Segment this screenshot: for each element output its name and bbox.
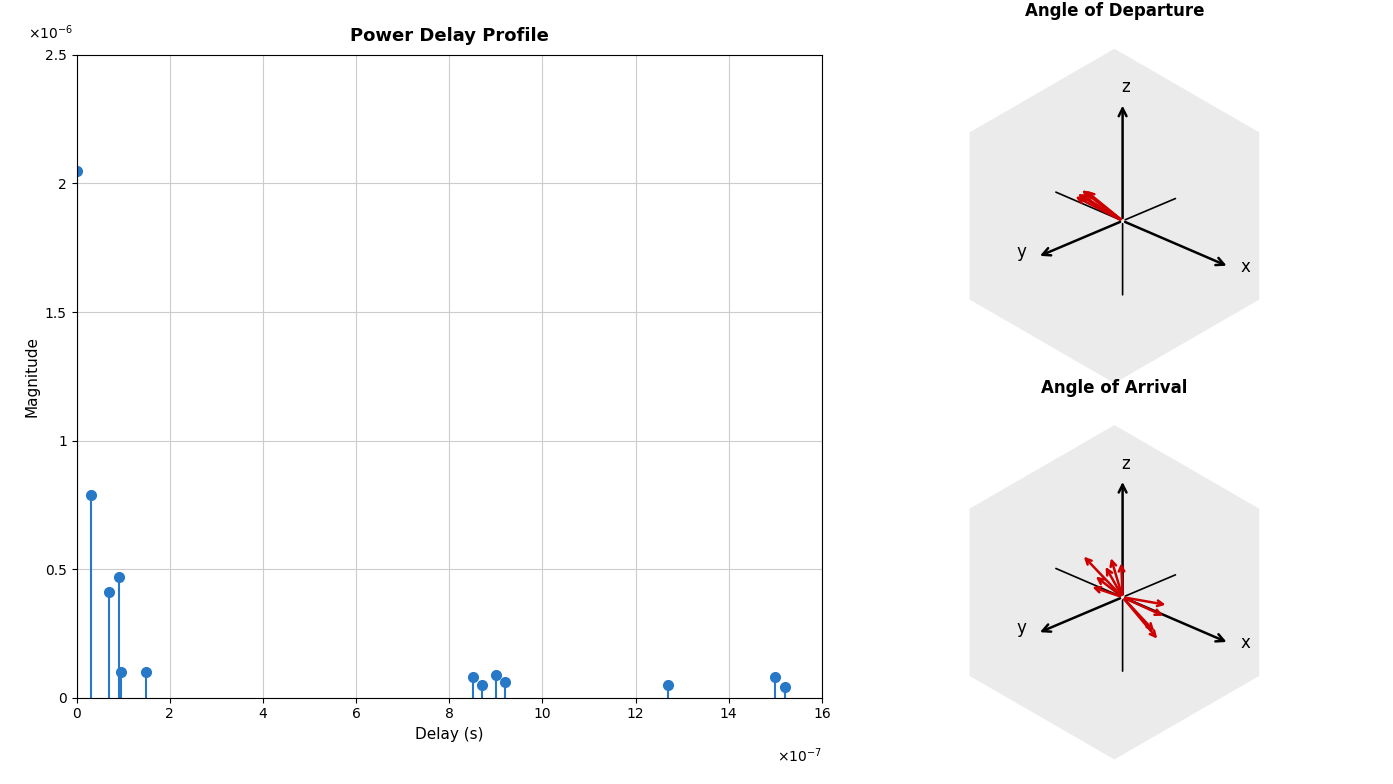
Polygon shape xyxy=(970,49,1259,383)
Text: $\times10^{-6}$: $\times10^{-6}$ xyxy=(28,24,72,42)
Text: y: y xyxy=(1015,243,1025,261)
Polygon shape xyxy=(970,425,1259,760)
Title: Angle of Arrival: Angle of Arrival xyxy=(1041,379,1188,397)
Text: $\times10^{-7}$: $\times10^{-7}$ xyxy=(777,746,822,764)
Text: z: z xyxy=(1121,455,1130,473)
X-axis label: Delay (s): Delay (s) xyxy=(415,727,483,742)
Text: z: z xyxy=(1121,78,1130,96)
Title: Angle of Departure: Angle of Departure xyxy=(1025,2,1204,20)
Text: x: x xyxy=(1241,258,1251,276)
Text: x: x xyxy=(1241,634,1251,652)
Text: y: y xyxy=(1015,619,1025,637)
Title: Power Delay Profile: Power Delay Profile xyxy=(350,27,549,45)
Y-axis label: Magnitude: Magnitude xyxy=(24,336,39,417)
